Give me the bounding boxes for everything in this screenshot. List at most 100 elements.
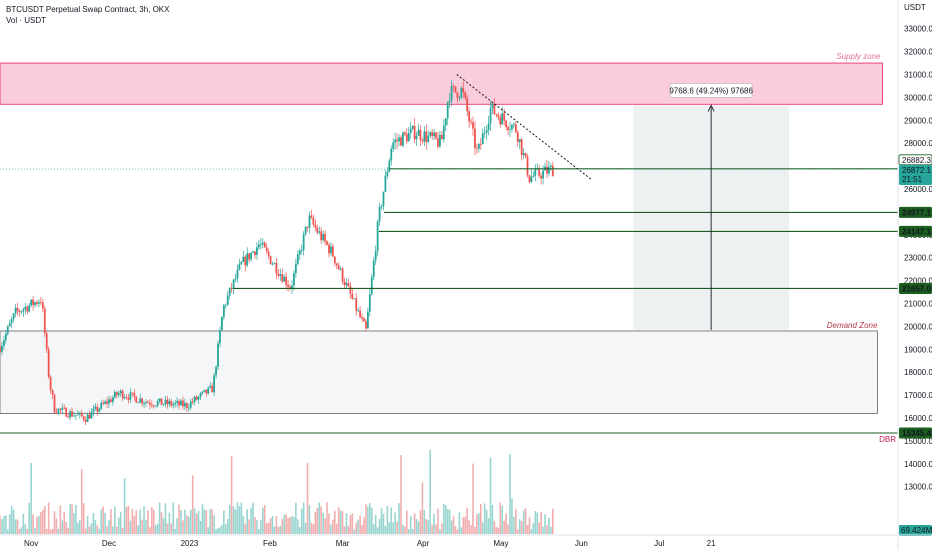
- candle-body: [12, 313, 15, 320]
- volume-bar: [454, 526, 457, 534]
- volume-bar: [326, 502, 328, 534]
- volume-bar: [470, 525, 472, 534]
- candle-body: [302, 234, 305, 251]
- volume-bar: [61, 520, 64, 534]
- dbr-label: DBR: [879, 435, 896, 444]
- candle-body: [460, 88, 463, 98]
- candle-body: [374, 251, 377, 261]
- candle-body: [548, 166, 550, 174]
- time-axis[interactable]: Nov Dec 2023 Feb Mar Apr May Jun Jul 21: [0, 534, 932, 548]
- volume-bar: [234, 509, 237, 534]
- candle-body: [197, 396, 200, 400]
- candle-body: [285, 276, 288, 286]
- candle-body: [26, 306, 29, 312]
- volume-bar: [88, 526, 91, 534]
- candle-body: [476, 147, 478, 149]
- volume-bar: [304, 522, 307, 534]
- volume-bar: [174, 528, 176, 534]
- candle-body: [78, 412, 81, 415]
- volume-bar: [199, 521, 202, 534]
- candle-body: [86, 414, 89, 422]
- volume-bar: [223, 510, 225, 534]
- volume-bar: [287, 517, 289, 534]
- candle-body: [0, 347, 1, 353]
- volume-bar: [370, 507, 373, 534]
- volume-bar: [162, 518, 165, 534]
- candle-body: [296, 254, 299, 264]
- volume-bar: [291, 516, 293, 534]
- volume-bar: [437, 508, 439, 534]
- candle-body: [90, 411, 93, 419]
- volume-bar: [110, 509, 112, 534]
- candle-body: [213, 375, 216, 393]
- trendline: [456, 74, 593, 181]
- volume-bar: [273, 526, 276, 534]
- volume-bar: [104, 512, 106, 534]
- candle-body: [228, 287, 231, 296]
- candle-body: [431, 132, 434, 137]
- volume-bar: [363, 517, 365, 534]
- candle-body: [312, 217, 315, 225]
- volume-bar: [18, 529, 21, 534]
- candle-body: [123, 397, 126, 399]
- candle-body: [281, 274, 284, 282]
- candle-body: [333, 256, 336, 264]
- volume-bar: [396, 521, 398, 534]
- volume-bar: [119, 511, 122, 534]
- candle-body: [413, 125, 416, 140]
- volume-bar: [392, 522, 394, 534]
- current-price-tag-bg: [899, 165, 932, 186]
- price-tick-label: 32000.0: [904, 48, 932, 57]
- candle-body: [481, 133, 484, 145]
- candle-body: [386, 171, 389, 176]
- candle-body: [110, 399, 112, 402]
- candle-body: [209, 385, 212, 388]
- volume-bar: [125, 507, 128, 534]
- volume-bar: [427, 519, 430, 534]
- candle-body: [73, 415, 75, 417]
- volume-bar: [425, 518, 428, 534]
- candle-body: [224, 304, 227, 306]
- candle-body: [287, 285, 289, 287]
- candle-body: [115, 392, 118, 396]
- candle-body: [271, 263, 274, 265]
- volume-bar: [476, 514, 478, 534]
- volume-bar: [265, 523, 268, 534]
- volume-bar: [415, 518, 418, 534]
- volume-bar: [444, 505, 447, 534]
- volume-bar: [53, 511, 56, 534]
- candle-body: [316, 227, 319, 233]
- candle-body: [75, 415, 77, 417]
- volume-bar: [513, 516, 515, 534]
- volume-bar: [330, 524, 332, 534]
- candle-body: [398, 137, 400, 142]
- price-axis[interactable]: USDT 13000.0 14000.0 15000.0 16000.0 17000.0 1…: [897, 0, 932, 550]
- candle-body: [405, 134, 408, 142]
- volume-bar: [201, 503, 204, 534]
- candle-body: [222, 305, 225, 318]
- candle-body: [349, 286, 352, 294]
- volume-bar: [248, 519, 250, 534]
- volume-bar: [261, 507, 264, 534]
- candle-body: [156, 401, 159, 406]
- candle-body: [135, 396, 138, 403]
- volume-bar: [277, 526, 280, 534]
- level-tag: 15345.4: [902, 429, 931, 438]
- candle-body: [63, 407, 66, 409]
- volume-bar: [355, 522, 358, 534]
- volume-bar: [267, 522, 270, 534]
- candle-body: [477, 144, 480, 149]
- volume-bar: [51, 528, 54, 534]
- volume-bar: [298, 527, 301, 534]
- volume-bar: [474, 526, 476, 534]
- volume-bar: [121, 527, 124, 534]
- volume-bar: [351, 513, 354, 534]
- candle-body: [320, 231, 323, 241]
- volume-bar: [0, 515, 1, 534]
- candle-body: [257, 244, 260, 248]
- volume-bar: [176, 518, 178, 534]
- candle-body: [65, 408, 68, 417]
- volume-bar: [154, 524, 157, 534]
- volume-bar: [94, 520, 97, 534]
